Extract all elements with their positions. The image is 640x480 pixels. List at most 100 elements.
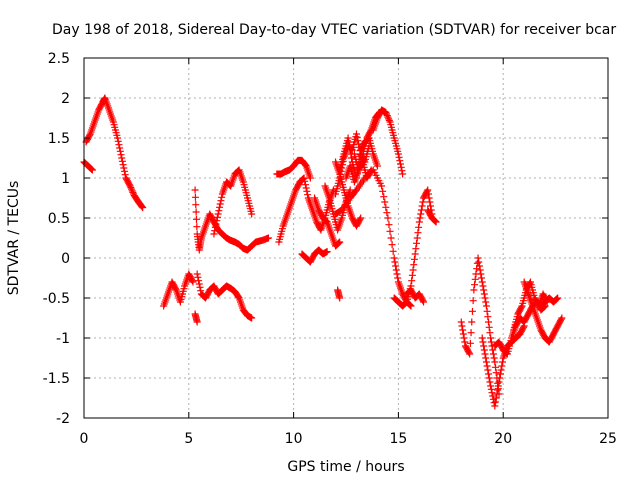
x-tick-label: 0 (80, 431, 89, 447)
data-point (383, 209, 391, 217)
data-point (346, 186, 354, 194)
data-point (519, 323, 527, 331)
data-point (344, 134, 352, 142)
data-point (115, 141, 123, 149)
data-point (432, 218, 440, 226)
data-point (139, 204, 147, 212)
y-tick-label: 2 (61, 91, 70, 107)
data-point (248, 210, 256, 218)
data-point (302, 184, 310, 192)
data-point (470, 286, 478, 294)
data-point (211, 227, 219, 235)
data-point (121, 167, 129, 175)
data-point (385, 221, 393, 229)
data-point (461, 338, 469, 346)
data-point (401, 299, 409, 307)
data-point (485, 323, 493, 331)
series-arc-j (298, 246, 331, 266)
data-point (419, 297, 427, 305)
data-point (390, 254, 398, 262)
data-point (196, 283, 204, 291)
series-arc-t (334, 286, 344, 302)
data-point (412, 245, 420, 253)
data-point (474, 254, 482, 262)
data-point (397, 163, 405, 171)
data-point (478, 274, 486, 282)
data-point (431, 217, 439, 225)
data-point (336, 294, 344, 302)
series-arc-f (191, 310, 201, 326)
data-point (471, 281, 479, 289)
data-point (489, 350, 497, 358)
data-point (382, 108, 390, 116)
data-point (385, 115, 393, 123)
data-point (395, 153, 403, 161)
series-arc-g (210, 166, 256, 238)
series-arc-b (82, 94, 147, 212)
data-point (414, 229, 422, 237)
x-tick-label: 15 (389, 431, 407, 447)
data-point (487, 382, 495, 390)
data-point (234, 293, 242, 301)
data-point (304, 191, 312, 199)
data-point (413, 239, 421, 247)
data-point (248, 314, 256, 322)
data-point (382, 203, 390, 211)
series-arc-ab (520, 278, 566, 346)
data-point (491, 402, 499, 410)
data-point (406, 301, 414, 309)
data-point (492, 369, 500, 377)
data-point (392, 266, 400, 274)
y-tick-label: -0.5 (43, 291, 70, 307)
data-point (384, 113, 392, 121)
data-point (490, 399, 498, 407)
data-point (192, 208, 200, 216)
x-tick-label: 10 (285, 431, 303, 447)
data-point (357, 214, 365, 222)
data-point (355, 140, 363, 148)
data-point (468, 307, 476, 315)
data-point (413, 234, 421, 242)
data-point (458, 322, 466, 330)
data-point (306, 174, 314, 182)
data-point (416, 214, 424, 222)
data-point (192, 201, 200, 209)
data-point (480, 342, 488, 350)
data-point (213, 217, 221, 225)
data-point (87, 165, 95, 173)
series-arc-ac (537, 294, 562, 310)
data-point (381, 198, 389, 206)
data-point (193, 223, 201, 231)
data-point (410, 261, 418, 269)
data-point (484, 366, 492, 374)
data-point (212, 220, 220, 228)
data-point (481, 350, 489, 358)
data-point (486, 378, 494, 386)
data-point (385, 116, 393, 124)
series-arc-v (403, 286, 428, 306)
data-point (419, 198, 427, 206)
data-point (431, 217, 439, 225)
y-tick-label: -1.5 (43, 371, 70, 387)
data-point (216, 203, 224, 211)
data-point (348, 154, 356, 162)
data-point (335, 239, 343, 247)
data-point (482, 302, 490, 310)
data-point (389, 247, 397, 255)
data-point (373, 162, 381, 170)
data-point (418, 202, 426, 210)
data-point (490, 354, 498, 362)
data-point (498, 362, 506, 370)
data-point (408, 271, 416, 279)
data-point (552, 295, 560, 303)
data-point (497, 366, 505, 374)
data-point (398, 167, 406, 175)
data-point (467, 329, 475, 337)
data-point (466, 339, 474, 347)
data-point (127, 184, 135, 192)
data-point (485, 374, 493, 382)
data-point (460, 334, 468, 342)
data-point (485, 318, 493, 326)
data-point (491, 358, 499, 366)
